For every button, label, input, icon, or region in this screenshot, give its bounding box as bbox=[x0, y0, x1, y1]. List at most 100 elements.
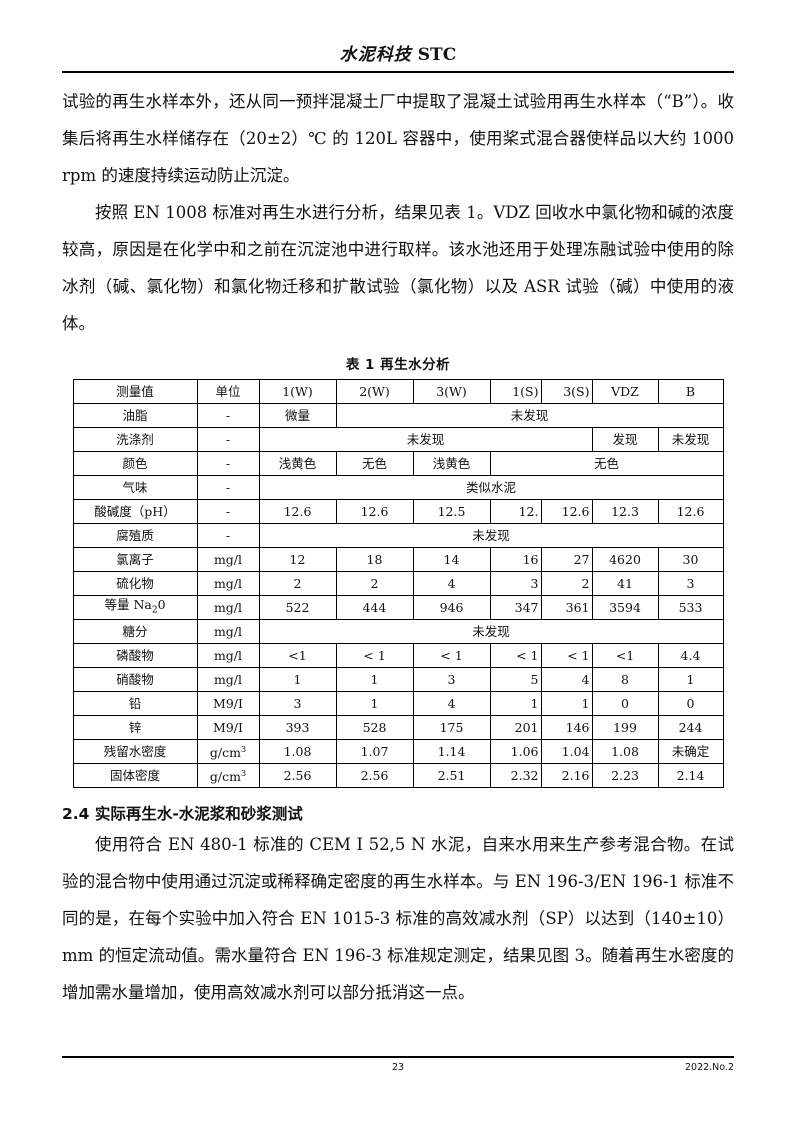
cell-unit: - bbox=[196, 499, 260, 524]
cell-unit: - bbox=[196, 403, 260, 428]
cell-3w: 946 bbox=[412, 595, 491, 620]
cell-3s: 1.04 bbox=[540, 739, 593, 764]
cell-3w: 1.14 bbox=[412, 739, 491, 764]
row-label: 等量 Na20 bbox=[72, 595, 198, 620]
row-label: 铅 bbox=[72, 691, 198, 716]
cell-1w: 393 bbox=[258, 715, 337, 740]
journal-abbreviation: STC bbox=[417, 45, 457, 65]
cell-vdz: 3594 bbox=[591, 595, 659, 620]
table-row: 残留水密度 g/cm3 1.08 1.07 1.14 1.06 1.04 1.0… bbox=[72, 739, 724, 764]
cell-merged-rest: 未发现 bbox=[335, 403, 724, 428]
cell-2w: 1 bbox=[335, 667, 414, 692]
cell-1w: 522 bbox=[258, 595, 337, 620]
cell-b: 2.14 bbox=[657, 763, 724, 788]
cell-unit: g/cm3 bbox=[196, 739, 260, 764]
cell-vdz: 8 bbox=[591, 667, 659, 692]
table-row: 磷酸物 mg/l <1 < 1 < 1 < 1 < 1 <1 4.4 bbox=[72, 643, 724, 668]
cell-b: 244 bbox=[657, 715, 724, 740]
col-header-unit: 单位 bbox=[196, 379, 260, 404]
cell-1w: <1 bbox=[258, 643, 337, 668]
cell-b: 3 bbox=[657, 571, 724, 596]
cell-unit: - bbox=[196, 475, 260, 500]
cell-3w: 4 bbox=[412, 571, 491, 596]
cell-vdz: 12.3 bbox=[591, 499, 659, 524]
row-label: 酸碱度（pH） bbox=[72, 499, 198, 524]
cell-3w: 12.5 bbox=[412, 499, 491, 524]
cell-1s: 347 bbox=[489, 595, 542, 620]
cell-1w: 微量 bbox=[258, 403, 337, 428]
table-row: 腐殖质 - 未发现 bbox=[72, 523, 724, 548]
cell-3w: 浅黄色 bbox=[412, 451, 491, 476]
cell-merged-1w-3s: 未发现 bbox=[258, 427, 593, 452]
cell-1s: 1.06 bbox=[489, 739, 542, 764]
col-header-2w: 2(W) bbox=[335, 379, 414, 404]
cell-1w: 12.6 bbox=[258, 499, 337, 524]
cell-2w: 无色 bbox=[335, 451, 414, 476]
cell-vdz: 1.08 bbox=[591, 739, 659, 764]
cell-vdz: 199 bbox=[591, 715, 659, 740]
cell-vdz: 2.23 bbox=[591, 763, 659, 788]
cell-unit: M9/I bbox=[196, 715, 260, 740]
cell-2w: 1.07 bbox=[335, 739, 414, 764]
cell-b: 4.4 bbox=[657, 643, 724, 668]
cell-3w: 4 bbox=[412, 691, 491, 716]
table-row: 颜色 - 浅黄色 无色 浅黄色 无色 bbox=[72, 451, 724, 476]
cell-unit: mg/l bbox=[196, 643, 260, 668]
cell-vdz: 4620 bbox=[591, 547, 659, 572]
row-label: 气味 bbox=[72, 475, 198, 500]
col-header-vdz: VDZ bbox=[591, 379, 659, 404]
row-label: 颜色 bbox=[72, 451, 198, 476]
page-content: 水泥科技 STC 试验的再生水样本外，还从同一预拌混凝土厂中提取了混凝土试验用再生… bbox=[62, 40, 734, 1011]
table-row: 氯离子 mg/l 12 18 14 16 27 4620 30 bbox=[72, 547, 724, 572]
recycled-water-analysis-table: 测量值 单位 1(W) 2(W) 3(W) 1(S) 3(S) VDZ B 油脂… bbox=[72, 379, 724, 788]
cell-vdz: 41 bbox=[591, 571, 659, 596]
cell-b: 0 bbox=[657, 691, 724, 716]
cell-b: 30 bbox=[657, 547, 724, 572]
cell-2w: 528 bbox=[335, 715, 414, 740]
row-label: 油脂 bbox=[72, 403, 198, 428]
col-header-3s: 3(S) bbox=[540, 379, 593, 404]
row-label: 硫化物 bbox=[72, 571, 198, 596]
cell-merged-all: 未发现 bbox=[258, 523, 724, 548]
cell-unit: - bbox=[196, 523, 260, 548]
cell-2w: 444 bbox=[335, 595, 414, 620]
cell-b: 未发现 bbox=[657, 427, 724, 452]
cell-merged-1s-b: 无色 bbox=[489, 451, 724, 476]
cell-2w: 12.6 bbox=[335, 499, 414, 524]
table-row: 等量 Na20 mg/l 522 444 946 347 361 3594 53… bbox=[72, 595, 724, 620]
cell-merged-all: 未发现 bbox=[258, 619, 724, 644]
cell-3s: 2.16 bbox=[540, 763, 593, 788]
cell-vdz: <1 bbox=[591, 643, 659, 668]
table-row: 硝酸物 mg/l 1 1 3 5 4 8 1 bbox=[72, 667, 724, 692]
table-row: 硫化物 mg/l 2 2 4 3 2 41 3 bbox=[72, 571, 724, 596]
cell-vdz: 0 bbox=[591, 691, 659, 716]
table-caption: 表 1 再生水分析 bbox=[345, 357, 451, 373]
row-label: 残留水密度 bbox=[72, 739, 198, 764]
cell-3w: < 1 bbox=[412, 643, 491, 668]
cell-unit: - bbox=[196, 427, 260, 452]
row-label: 腐殖质 bbox=[72, 523, 198, 548]
cell-1s: 16 bbox=[489, 547, 542, 572]
row-label: 硝酸物 bbox=[72, 667, 198, 692]
cell-1s: 3 bbox=[489, 571, 542, 596]
cell-3w: 2.51 bbox=[412, 763, 491, 788]
cell-unit: g/cm3 bbox=[196, 763, 260, 788]
cell-1w: 3 bbox=[258, 691, 337, 716]
col-header-1w: 1(W) bbox=[258, 379, 337, 404]
paragraph-cement-paste-mortar-tests: 使用符合 EN 480-1 标准的 CEM I 52,5 N 水泥，自来水用来生… bbox=[62, 835, 734, 1002]
cell-unit: mg/l bbox=[196, 547, 260, 572]
paragraph-recycled-water-sample: 试验的再生水样本外，还从同一预拌混凝土厂中提取了混凝土试验用再生水样本（“B”）… bbox=[62, 92, 734, 185]
table-row: 糖分 mg/l 未发现 bbox=[72, 619, 724, 644]
row-label: 锌 bbox=[72, 715, 198, 740]
cell-3s: 2 bbox=[540, 571, 593, 596]
page-number: 23 bbox=[391, 1062, 405, 1073]
cell-3s: 1 bbox=[540, 691, 593, 716]
cell-1w: 1.08 bbox=[258, 739, 337, 764]
cell-2w: 1 bbox=[335, 691, 414, 716]
table-row: 气味 - 类似水泥 bbox=[72, 475, 724, 500]
cell-1s: 1 bbox=[489, 691, 542, 716]
cell-1w: 2 bbox=[258, 571, 337, 596]
cell-unit: mg/l bbox=[196, 619, 260, 644]
cell-2w: 18 bbox=[335, 547, 414, 572]
